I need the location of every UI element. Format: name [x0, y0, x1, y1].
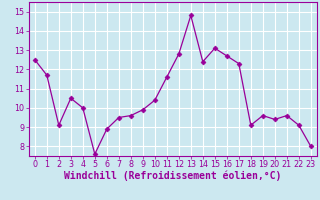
X-axis label: Windchill (Refroidissement éolien,°C): Windchill (Refroidissement éolien,°C) [64, 171, 282, 181]
